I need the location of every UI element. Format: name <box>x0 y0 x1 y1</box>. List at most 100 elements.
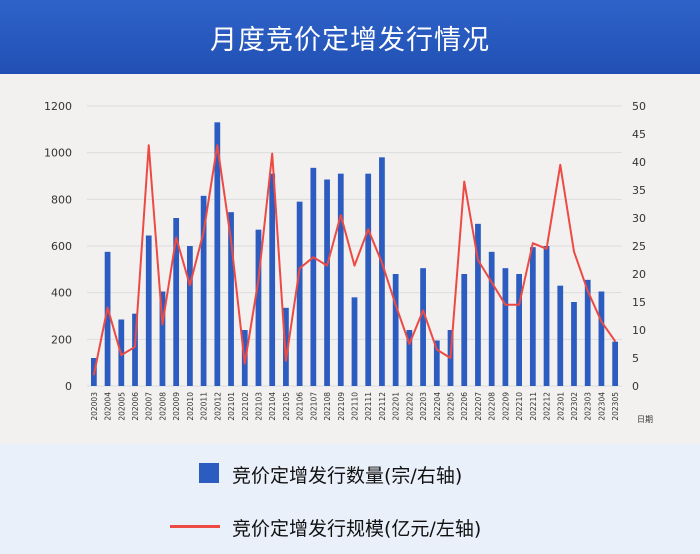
bar <box>269 173 276 386</box>
bar <box>255 229 262 386</box>
bar <box>571 302 577 386</box>
line-point <box>120 354 123 357</box>
line-point <box>436 348 438 351</box>
x-axis-label: 日期 <box>637 415 653 424</box>
line-point <box>600 320 603 323</box>
bar <box>557 285 564 386</box>
x-tick-label: 202006 <box>131 392 140 421</box>
line-point <box>175 236 177 239</box>
line-point <box>134 346 136 348</box>
x-tick-label: 202304 <box>597 392 606 421</box>
x-tick-label: 202011 <box>200 392 209 421</box>
x-tick-label: 202103 <box>254 392 263 421</box>
x-tick-label: 202203 <box>419 392 428 421</box>
y-left-tick-label: 800 <box>51 193 72 206</box>
legend-bar-label: 竞价定增发行数量(宗/右轴) <box>232 465 463 487</box>
x-tick-label: 202210 <box>515 392 524 421</box>
bar <box>337 173 344 386</box>
line-point <box>147 144 150 146</box>
x-tick-label: 202212 <box>543 392 552 421</box>
line-point <box>614 340 616 343</box>
line-point <box>559 164 562 166</box>
x-tick-label: 202112 <box>378 392 387 421</box>
bar <box>200 195 207 386</box>
legend: 竞价定增发行数量(宗/右轴) 竞价定增发行规模(亿元/左轴) <box>0 444 700 554</box>
line-point <box>381 262 383 264</box>
line-point <box>586 290 589 292</box>
bar <box>187 246 193 386</box>
line-point <box>353 264 356 267</box>
line-point <box>573 250 575 253</box>
line-point <box>394 304 397 306</box>
bar <box>516 274 522 386</box>
bar <box>132 313 138 386</box>
bar <box>612 341 619 386</box>
legend-item-bar: 竞价定增发行数量(宗/右轴) <box>0 459 700 489</box>
x-tick-label: 202305 <box>611 392 620 421</box>
x-tick-label: 202105 <box>282 392 291 421</box>
x-tick-label: 202003 <box>90 392 99 421</box>
y-right-tick-label: 20 <box>632 268 646 281</box>
bar <box>433 340 440 386</box>
line-point <box>477 259 479 261</box>
x-tick-label: 202010 <box>186 392 195 421</box>
x-tick-label: 202108 <box>323 392 332 421</box>
bar <box>543 246 550 386</box>
x-tick-label: 202101 <box>227 392 236 421</box>
x-tick-label: 202211 <box>529 392 538 421</box>
x-tick-label: 202207 <box>474 392 483 421</box>
line-point <box>216 144 219 146</box>
line-point <box>367 228 370 230</box>
bar <box>159 291 166 386</box>
line-point <box>545 248 548 250</box>
x-tick-label: 202008 <box>158 392 167 421</box>
bar <box>228 212 234 386</box>
line-point <box>298 267 301 270</box>
line-point <box>202 231 205 233</box>
header-banner: 月度竞价定增发行情况 <box>0 0 700 74</box>
x-tick-label: 202205 <box>447 392 456 421</box>
line-point <box>532 242 534 244</box>
x-tick-label: 202005 <box>117 392 126 421</box>
x-tick-label: 202110 <box>351 392 360 421</box>
x-tick-label: 202104 <box>268 392 277 421</box>
line-point <box>230 239 232 242</box>
bar <box>324 179 330 386</box>
bar <box>529 247 536 386</box>
bar <box>420 268 426 386</box>
line-point <box>271 152 273 155</box>
x-tick-label: 202004 <box>104 392 113 421</box>
y-right-tick-label: 40 <box>632 156 646 169</box>
line-point <box>243 362 246 365</box>
line-point <box>106 306 109 309</box>
y-right-tick-label: 30 <box>632 212 646 225</box>
y-right-tick-label: 45 <box>632 128 646 141</box>
bar <box>461 274 468 386</box>
x-tick-label: 202209 <box>501 392 510 421</box>
x-tick-label: 202107 <box>309 392 318 421</box>
x-tick-label: 202007 <box>145 392 154 421</box>
y-left-tick-label: 600 <box>51 240 72 253</box>
y-left-tick-label: 200 <box>51 333 72 346</box>
bar <box>173 218 180 386</box>
line-point <box>504 304 507 306</box>
line-point <box>490 281 493 284</box>
bar <box>598 291 605 386</box>
bar <box>145 235 152 386</box>
y-right-tick-label: 35 <box>632 184 646 197</box>
bar <box>475 223 481 386</box>
x-tick-label: 202111 <box>364 392 373 421</box>
legend-line-label: 竞价定增发行规模(亿元/左轴) <box>232 518 482 540</box>
bar <box>365 173 372 386</box>
y-left-tick-label: 0 <box>65 380 72 393</box>
bar <box>392 274 399 386</box>
line-point <box>257 278 260 281</box>
plot-area: 0 200 400 600 800 1000 1200 0 5 10 15 20 25 30 35 40 45 5… <box>0 74 700 444</box>
line-point <box>339 214 342 216</box>
combo-chart: 0 200 400 600 800 1000 1200 0 5 10 15 20 25 30 35 40 45 5… <box>44 100 653 424</box>
legend-item-line: 竞价定增发行规模(亿元/左轴) <box>0 512 700 542</box>
y-right-tick-label: 0 <box>632 380 639 393</box>
x-tick-label: 202106 <box>296 392 305 421</box>
y-right-tick-label: 50 <box>632 100 646 113</box>
line-point <box>93 374 95 376</box>
